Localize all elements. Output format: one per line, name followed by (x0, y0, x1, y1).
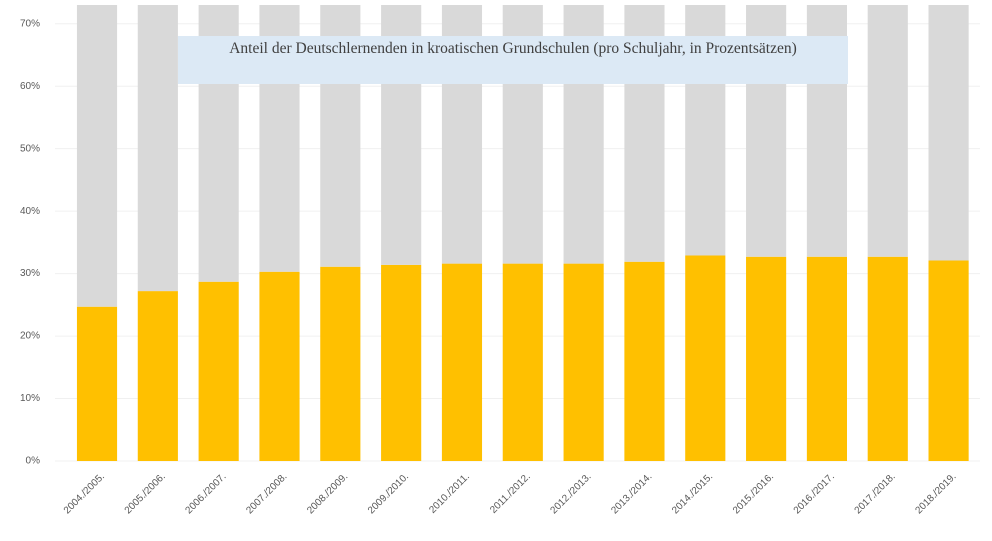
bar-segment (320, 266, 361, 461)
bar-segment (746, 256, 787, 461)
bar-segment (198, 281, 239, 461)
bar-segment (685, 255, 726, 461)
x-tick-label: 2011./2012. (488, 471, 533, 516)
y-tick-label: 0% (26, 456, 41, 467)
y-tick-label: 10% (20, 393, 40, 404)
x-tick-label: 2015./2016. (731, 471, 776, 516)
y-tick-label: 70% (20, 18, 40, 29)
bar-segment (441, 263, 483, 461)
y-tick-label: 50% (20, 143, 40, 154)
bar-segment (806, 256, 848, 461)
bar-segment (867, 5, 908, 257)
bar-segment (137, 5, 178, 292)
x-tick-label: 2018./2019. (913, 471, 958, 516)
y-tick-label: 40% (20, 206, 40, 217)
x-tick-label: 2017./2018. (853, 471, 898, 516)
bar-segment (502, 263, 543, 461)
y-tick-label: 20% (20, 331, 40, 342)
x-tick-label: 2007./2008. (244, 471, 289, 516)
y-tick-label: 60% (20, 81, 40, 92)
x-tick-label: 2013./2014. (609, 471, 654, 516)
bar-segment (624, 261, 665, 461)
bar-segment (563, 263, 604, 461)
bar-segment (137, 291, 178, 461)
x-tick-label: 2009./2010. (366, 471, 411, 516)
bar-segment (867, 256, 908, 461)
bar-segment (259, 271, 300, 461)
bar-segment (928, 260, 969, 461)
bar-segment (76, 306, 118, 461)
x-tick-label: 2016./2017. (792, 471, 837, 516)
bar-segment (76, 5, 118, 307)
x-tick-label: 2012./2013. (548, 471, 593, 516)
x-tick-label: 2010./2011. (427, 471, 472, 516)
x-tick-label: 2008./2009. (305, 471, 350, 516)
y-tick-label: 30% (20, 268, 40, 279)
bar-segment (381, 264, 422, 461)
chart-title: Anteil der Deutschlernenden in kroatisch… (178, 36, 848, 84)
x-tick-label: 2004./2005. (62, 471, 107, 516)
x-tick-label: 2005./2006. (123, 471, 168, 516)
x-tick-label: 2006./2007. (184, 471, 229, 516)
x-tick-label: 2014./2015. (670, 471, 715, 516)
bar-segment (928, 5, 969, 261)
